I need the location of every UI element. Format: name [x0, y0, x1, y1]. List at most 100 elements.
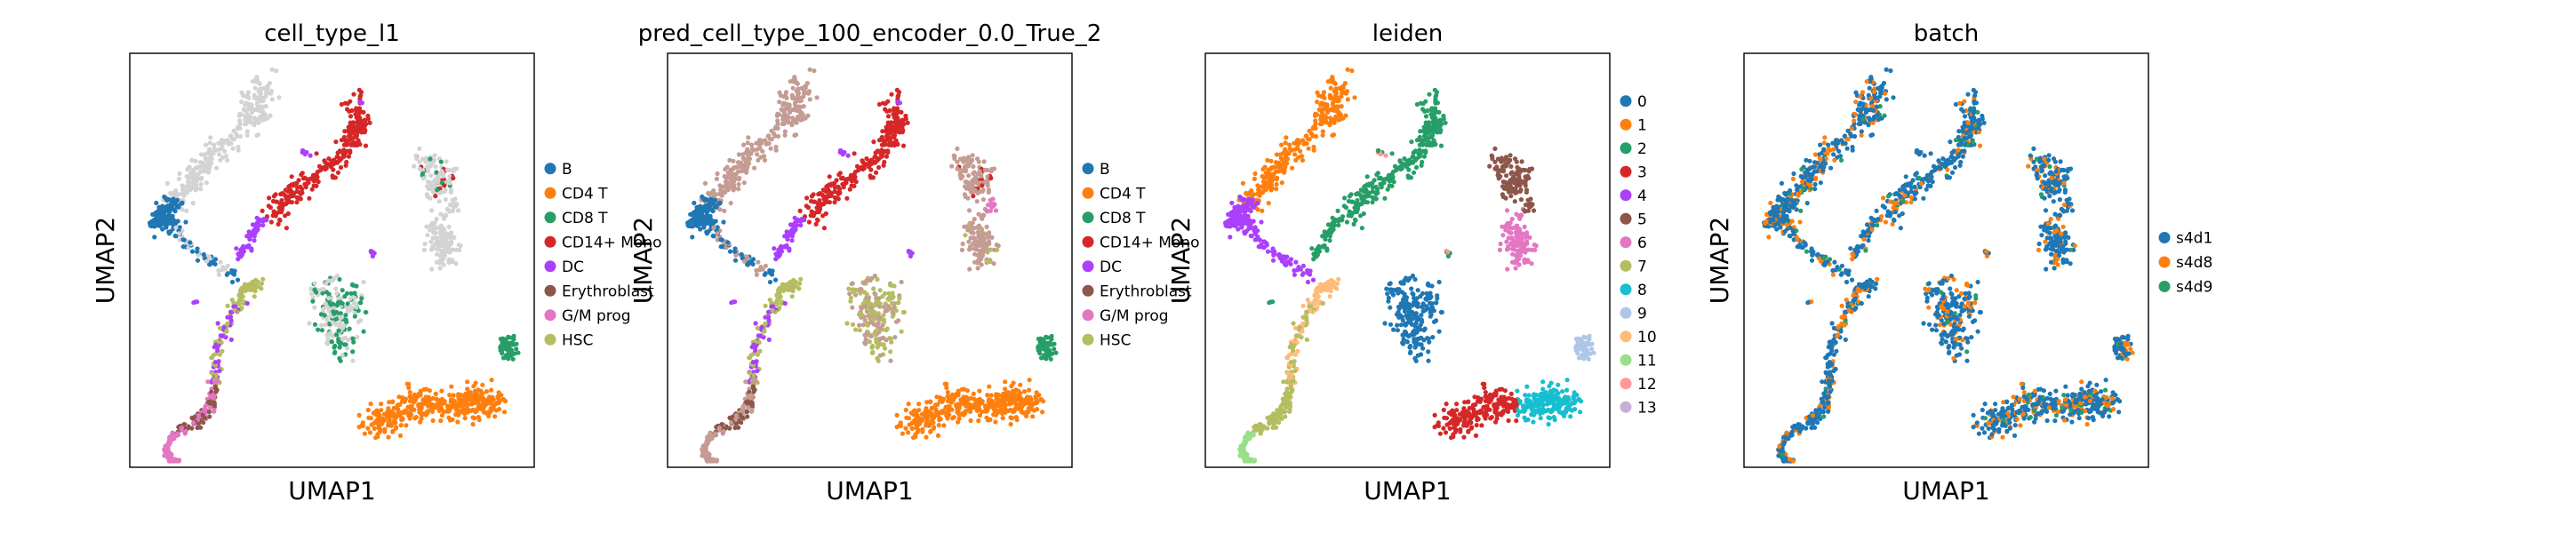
- scatter-point: [1283, 256, 1288, 261]
- scatter-point: [971, 163, 976, 170]
- scatter-point: [966, 208, 972, 213]
- scatter-point: [1374, 172, 1380, 178]
- scatter-point: [885, 136, 891, 141]
- scatter-point: [351, 300, 357, 306]
- scatter-point: [449, 230, 454, 235]
- scatter-point: [347, 326, 352, 331]
- scatter-point: [257, 115, 263, 120]
- scatter-point: [322, 158, 327, 163]
- scatter-point: [906, 402, 911, 407]
- scatter-point: [444, 159, 449, 164]
- scatter-point: [773, 147, 779, 153]
- scatter-point: [777, 90, 782, 95]
- scatter-point: [885, 120, 891, 125]
- scatter-point: [445, 245, 451, 251]
- scatter-point: [386, 406, 391, 411]
- scatter-point: [325, 337, 331, 342]
- scatter-point: [706, 228, 711, 234]
- scatter-point: [330, 320, 335, 325]
- scatter-point: [844, 321, 850, 326]
- scatter-point: [442, 253, 448, 259]
- scatter-point: [1256, 191, 1261, 196]
- scatter-point: [312, 305, 317, 310]
- scatter-point: [774, 292, 780, 298]
- scatter-point: [1397, 158, 1403, 163]
- scatter-point: [309, 291, 315, 297]
- scatter-point: [453, 261, 459, 266]
- scatter-point: [962, 386, 967, 392]
- scatter-point: [979, 409, 984, 415]
- scatter-point: [908, 249, 913, 254]
- scatter-point: [302, 175, 308, 180]
- scatter-point: [940, 408, 946, 413]
- scatter-point: [796, 281, 803, 286]
- scatter-point: [437, 229, 443, 235]
- scatter-point: [497, 407, 502, 412]
- scatter-point: [1266, 170, 1271, 175]
- scatter-point: [905, 430, 911, 435]
- scatter-point: [824, 199, 829, 204]
- scatter-point: [1417, 154, 1422, 159]
- scatter-point: [1417, 142, 1422, 147]
- scatter-point: [724, 186, 730, 191]
- scatter-point: [789, 92, 795, 98]
- scatter-point: [955, 146, 960, 151]
- scatter-point: [428, 173, 434, 179]
- scatter-point: [708, 201, 713, 206]
- scatter-point: [889, 91, 894, 97]
- scatter-point: [1349, 199, 1355, 204]
- scatter-point: [1421, 129, 1427, 134]
- scatter-point: [779, 286, 784, 292]
- scatter-point: [894, 412, 900, 418]
- scatter-point: [228, 318, 234, 323]
- scatter-point: [932, 402, 938, 408]
- scatter-point: [1052, 346, 1057, 352]
- scatter-point: [909, 426, 915, 431]
- scatter-point: [746, 135, 751, 140]
- scatter-point: [770, 307, 775, 313]
- scatter-point: [1409, 139, 1414, 145]
- scatter-point: [380, 419, 385, 425]
- scatter-point: [336, 299, 341, 305]
- scatter-point: [905, 120, 910, 125]
- scatter-point: [438, 159, 444, 164]
- scatter-point: [1300, 157, 1306, 163]
- scatter-point: [875, 323, 880, 329]
- scatter-point: [779, 246, 784, 251]
- scatter-point: [164, 196, 170, 202]
- scatter-point: [782, 243, 788, 249]
- scatter-point: [1322, 101, 1327, 107]
- scatter-point: [1358, 187, 1364, 193]
- scatter-point: [796, 95, 802, 101]
- scatter-point: [418, 393, 423, 398]
- scatter-point: [781, 121, 787, 126]
- scatter-point: [765, 133, 771, 139]
- legend-marker: [1082, 333, 1094, 346]
- scatter-point: [736, 187, 741, 192]
- scatter-point: [742, 163, 748, 168]
- scatter-point: [1347, 194, 1352, 199]
- scatter-point: [711, 225, 716, 230]
- scatter-point: [439, 169, 444, 174]
- scatter-point: [1033, 395, 1039, 402]
- scatter-point: [350, 349, 356, 354]
- scatter-point: [180, 237, 186, 243]
- scatter-point: [428, 208, 435, 213]
- scatter-point: [312, 287, 317, 292]
- scatter-point: [857, 322, 862, 328]
- scatter-point: [984, 224, 989, 229]
- scatter-point: [1000, 416, 1005, 421]
- scatter-point: [294, 200, 300, 205]
- scatter-point: [900, 309, 907, 315]
- scatter-point: [189, 249, 196, 254]
- scatter-point: [342, 100, 348, 106]
- scatter-point: [745, 140, 750, 146]
- scatter-point: [174, 203, 180, 208]
- scatter-point: [365, 407, 371, 413]
- scatter-point: [257, 89, 263, 94]
- scatter-point: [1293, 259, 1299, 265]
- scatter-point: [1364, 174, 1370, 179]
- legend-label: DC: [1100, 259, 1122, 276]
- scatter-point: [314, 151, 319, 156]
- scatter-point: [705, 207, 710, 212]
